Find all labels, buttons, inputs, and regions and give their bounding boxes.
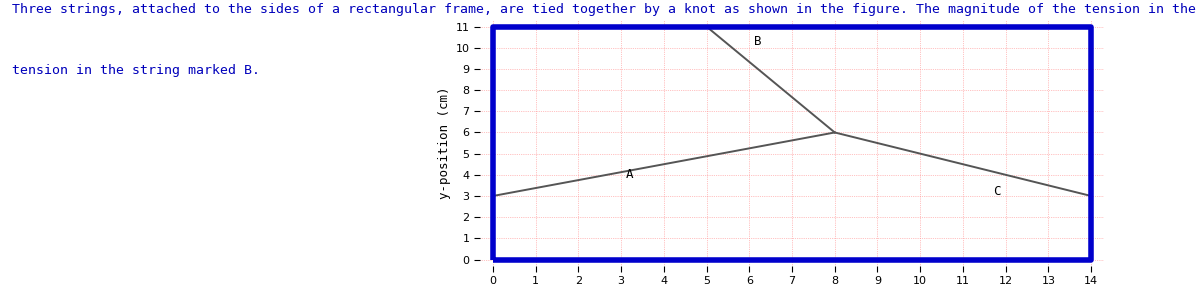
Text: tension in the string marked B.: tension in the string marked B. xyxy=(12,64,260,77)
Text: A: A xyxy=(626,168,634,181)
Text: B: B xyxy=(754,35,762,48)
Text: C: C xyxy=(994,185,1001,198)
Y-axis label: y-position (cm): y-position (cm) xyxy=(438,87,451,199)
Text: Three strings, attached to the sides of a rectangular frame, are tied together b: Three strings, attached to the sides of … xyxy=(12,3,1200,16)
